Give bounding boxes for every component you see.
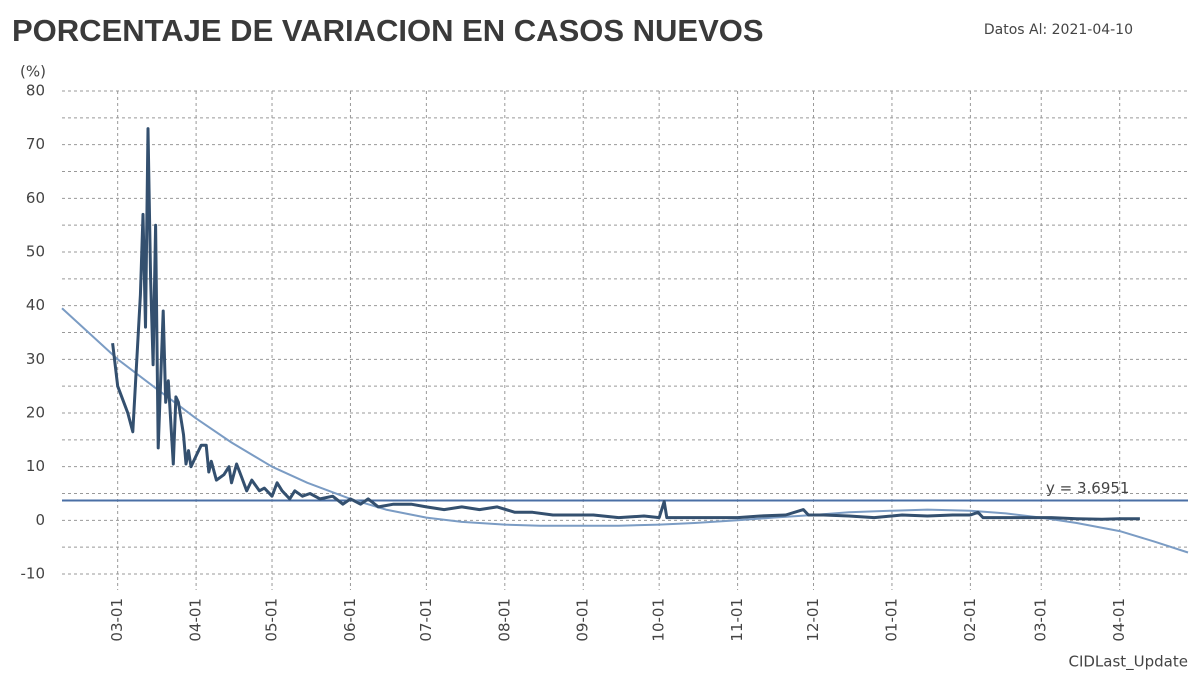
chart-title: PORCENTAJE DE VARIACION EN CASOS NUEVOS xyxy=(12,13,764,48)
x-tick-label: 09-01 xyxy=(574,598,592,642)
x-tick-label: 12-01 xyxy=(804,598,822,642)
x-tick-label: 03-01 xyxy=(1032,598,1050,642)
y-tick-label: 10 xyxy=(26,457,45,475)
y-tick-label: 60 xyxy=(26,189,45,207)
x-tick-label: 11-01 xyxy=(728,598,746,642)
x-tick-label: 06-01 xyxy=(341,598,359,642)
y-tick-label: 70 xyxy=(26,135,45,153)
line-series xyxy=(111,127,1140,521)
reference-label: y = 3.6951 xyxy=(1046,479,1129,497)
y-tick-label: 50 xyxy=(26,243,45,261)
y-tick-label: -10 xyxy=(21,565,46,583)
y-tick-label: 40 xyxy=(26,296,45,314)
y-axis-label: (%) xyxy=(20,63,46,81)
line-series xyxy=(61,307,1189,554)
y-tick-label: 30 xyxy=(26,350,45,368)
x-tick-label: 10-01 xyxy=(650,598,668,642)
x-tick-label: 01-01 xyxy=(882,598,900,642)
y-tick-label: 20 xyxy=(26,404,45,422)
x-tick-label: 04-01 xyxy=(187,598,205,642)
subtitle: Datos Al: 2021-04-10 xyxy=(984,22,1133,38)
y-tick-label: 0 xyxy=(35,511,45,529)
x-axis-label: CIDLast_Update xyxy=(1068,653,1188,672)
x-tick-label: 04-01 xyxy=(1110,598,1128,642)
x-tick-label: 02-01 xyxy=(961,598,979,642)
x-tick-label: 08-01 xyxy=(495,598,513,642)
x-tick-label: 07-01 xyxy=(417,598,435,642)
x-tick-label: 03-01 xyxy=(108,598,126,642)
y-tick-label: 80 xyxy=(26,82,45,100)
x-tick-label: 05-01 xyxy=(263,598,281,642)
